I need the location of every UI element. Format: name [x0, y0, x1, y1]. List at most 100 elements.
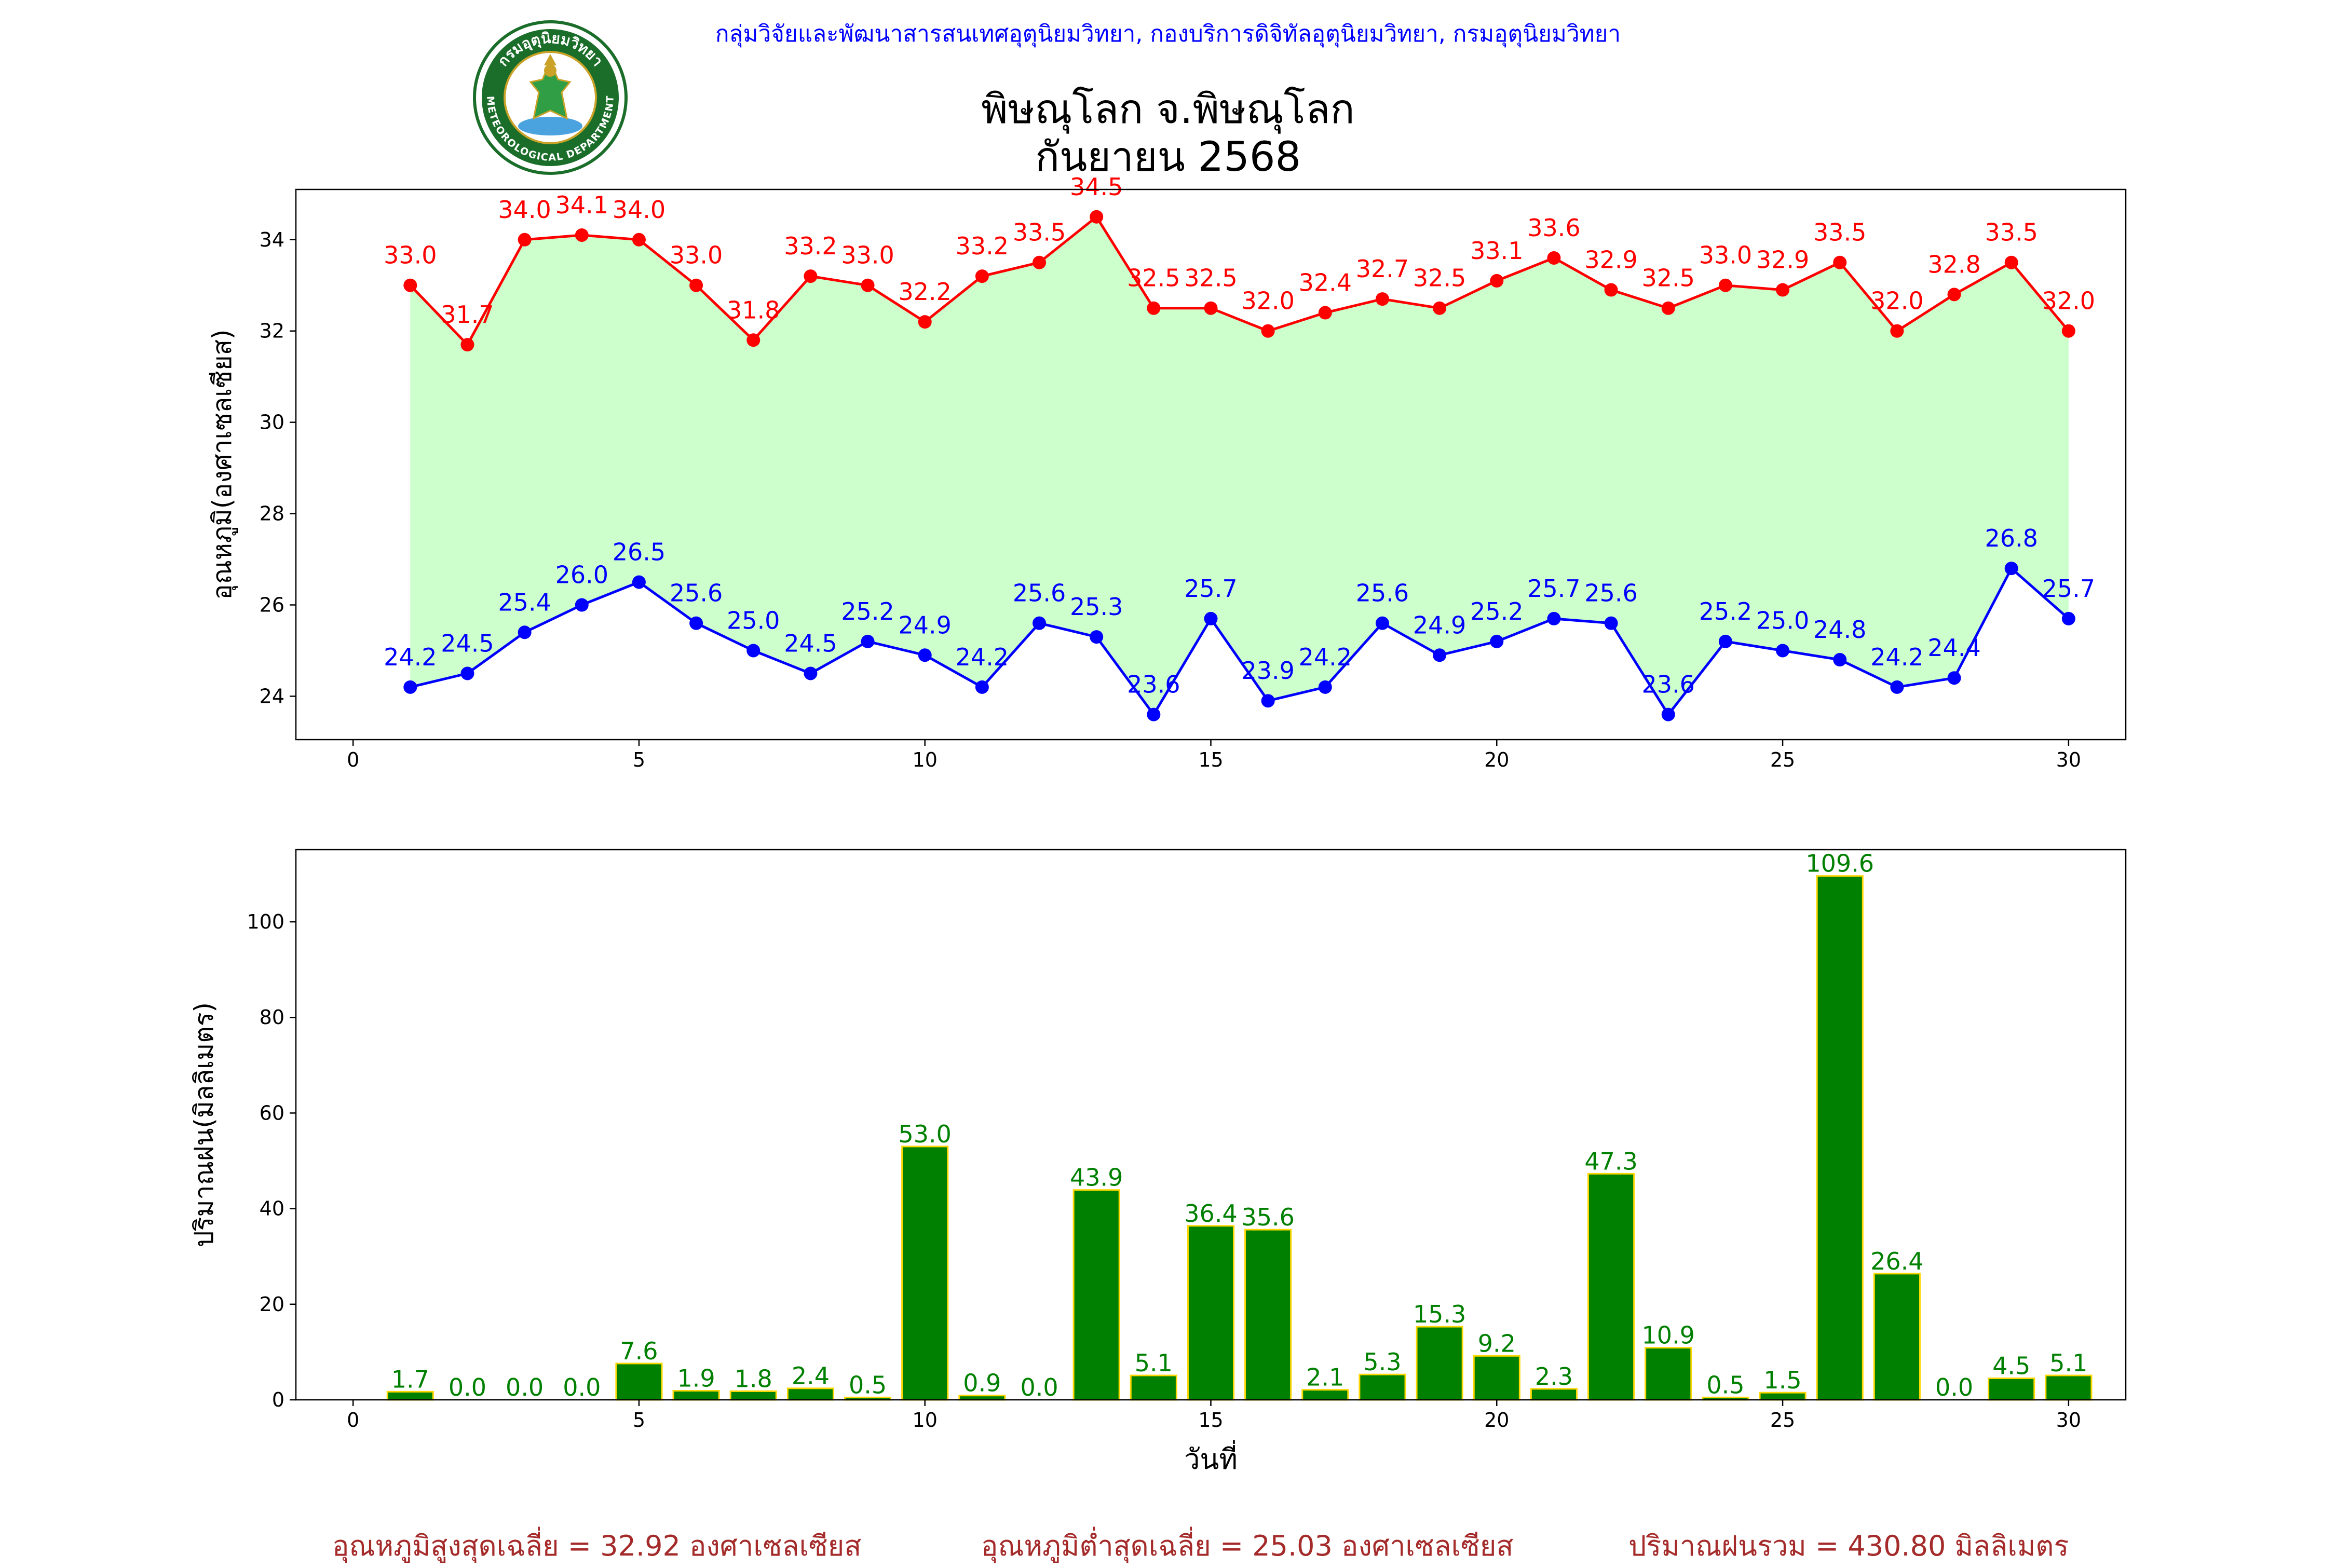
- max-temp-label: 34.0: [498, 196, 551, 224]
- max-temp-label: 32.8: [1927, 250, 1980, 278]
- min-temp-label: 23.9: [1241, 657, 1294, 685]
- max-temp-label: 33.0: [384, 241, 437, 269]
- rain-label: 53.0: [899, 1120, 952, 1148]
- title-month: กันยายน 2568: [1035, 134, 1301, 181]
- min-temp-label: 24.2: [1870, 643, 1923, 671]
- max-temp-point: [1661, 301, 1675, 315]
- max-temp-label: 33.5: [1813, 219, 1866, 247]
- max-temp-point: [2061, 324, 2075, 338]
- min-temp-point: [575, 598, 589, 612]
- rain-label: 2.4: [792, 1362, 830, 1390]
- y-tick-label: 0: [272, 1388, 284, 1411]
- max-temp-point: [861, 278, 875, 292]
- min-temp-point: [403, 680, 417, 694]
- max-temp-label: 34.0: [613, 196, 666, 224]
- temperature-chart: 33.031.734.0 34.1 34.033.031.833.2 33.032.2…: [207, 173, 2127, 771]
- rain-bar: [1244, 1229, 1292, 1401]
- max-temp-label: 34.5: [1070, 173, 1123, 201]
- min-temp-point: [1318, 680, 1332, 694]
- max-temp-label: 32.0: [1241, 287, 1294, 315]
- max-temp-label: 34.1: [555, 191, 608, 219]
- min-temp-label: 25.2: [841, 597, 894, 625]
- min-temp-point: [2061, 611, 2075, 625]
- footer-total-rain: ปริมาณฝนรวม = 430.80 มิลลิเมตร: [1628, 1530, 2069, 1562]
- max-temp-label: 32.9: [1756, 246, 1809, 274]
- max-temp-label: 32.5: [1184, 264, 1237, 292]
- rain-bar: [615, 1362, 663, 1401]
- rain-bar: [1187, 1225, 1235, 1401]
- min-temp-label: 25.3: [1070, 593, 1123, 621]
- max-temp-point: [1090, 210, 1104, 224]
- min-temp-label: 23.6: [1642, 671, 1695, 699]
- x-tick-label: 15: [1198, 748, 1223, 771]
- rain-bar: [1130, 1374, 1177, 1401]
- title-station: พิษณุโลก จ.พิษณุโลก: [981, 86, 1355, 133]
- max-temp-point: [1261, 324, 1275, 338]
- x-tick-label: 15: [1198, 1409, 1223, 1431]
- max-temp-label: 33.0: [1699, 241, 1752, 269]
- rain-bar: [1416, 1326, 1463, 1401]
- rain-label: 0.0: [563, 1373, 601, 1401]
- min-temp-label: 25.6: [1013, 579, 1066, 607]
- max-temp-label: 31.8: [727, 296, 780, 324]
- min-temp-point: [804, 666, 818, 680]
- rain-label: 10.9: [1642, 1321, 1695, 1349]
- min-temp-label: 25.6: [1356, 579, 1409, 607]
- min-temp-label: 26.0: [555, 561, 608, 589]
- x-tick-label: 5: [633, 1409, 645, 1431]
- max-temp-line: [409, 215, 2070, 347]
- y-tick-label: 24: [260, 685, 284, 707]
- footer-avg-max-temp: อุณหภูมิสูงสุดเฉลี่ย = 32.92 องศาเซลเซีย…: [332, 1530, 862, 1562]
- max-temp-label: 32.5: [1127, 264, 1180, 292]
- min-temp-point: [1604, 616, 1618, 630]
- max-temp-point: [1375, 292, 1389, 306]
- max-temp-point: [403, 278, 417, 292]
- rain-label: 0.0: [449, 1373, 486, 1401]
- min-temp-label: 24.2: [1299, 643, 1352, 671]
- max-temp-label: 32.9: [1584, 246, 1637, 274]
- min-temp-label: 26.8: [1985, 524, 2038, 552]
- max-temp-label: 32.4: [1299, 269, 1352, 297]
- min-temp-label: 23.6: [1127, 671, 1180, 699]
- rain-bar: [1988, 1378, 2035, 1401]
- rain-label: 2.1: [1306, 1364, 1344, 1392]
- deity-emblem-icon: [518, 54, 582, 135]
- max-temp-point: [746, 333, 760, 347]
- x-tick-label: 20: [1484, 748, 1509, 771]
- max-temp-label: 33.1: [1470, 237, 1523, 265]
- min-temp-label: 25.6: [1584, 579, 1637, 607]
- max-temp-label: 31.7: [441, 301, 494, 329]
- max-temp-point: [1718, 278, 1732, 292]
- min-temp-point: [518, 625, 532, 639]
- max-temp-point: [1318, 306, 1332, 320]
- y-tick-label: 28: [260, 502, 284, 525]
- min-temp-point: [460, 666, 474, 680]
- max-temp-point: [575, 228, 589, 242]
- min-temp-point: [1261, 694, 1275, 708]
- rain-label: 5.1: [1135, 1349, 1173, 1377]
- y-tick-label: 100: [247, 910, 284, 933]
- rain-bar: [1587, 1172, 1635, 1401]
- y-tick-label: 34: [260, 228, 284, 251]
- rain-label: 36.4: [1184, 1199, 1237, 1228]
- max-temp-label: 33.2: [956, 232, 1009, 260]
- max-temp-point: [460, 338, 474, 352]
- max-temp-label: 32.5: [1642, 264, 1695, 292]
- min-temp-label: 24.5: [441, 629, 494, 657]
- rain-label: 0.0: [1020, 1373, 1058, 1401]
- max-temp-point: [1204, 301, 1218, 315]
- max-temp-label: 32.2: [899, 278, 952, 306]
- y-tick-label: 60: [260, 1101, 284, 1124]
- x-tick-label: 20: [1484, 1409, 1509, 1431]
- rain-label: 0.0: [506, 1373, 544, 1401]
- max-temp-point: [1604, 283, 1618, 297]
- min-temp-point: [1661, 707, 1675, 721]
- rain-label: 1.9: [677, 1365, 715, 1393]
- meteorological-department-logo: กรมอุตุนิยมวิทยา METEOROLOGICAL DEPARTME…: [473, 20, 628, 175]
- rain-label: 1.8: [735, 1365, 772, 1393]
- max-temp-label: 33.5: [1013, 219, 1066, 247]
- x-tick-label: 30: [2056, 748, 2081, 771]
- temperature-range-fill: [410, 216, 2069, 715]
- max-temp-point: [1947, 288, 1961, 302]
